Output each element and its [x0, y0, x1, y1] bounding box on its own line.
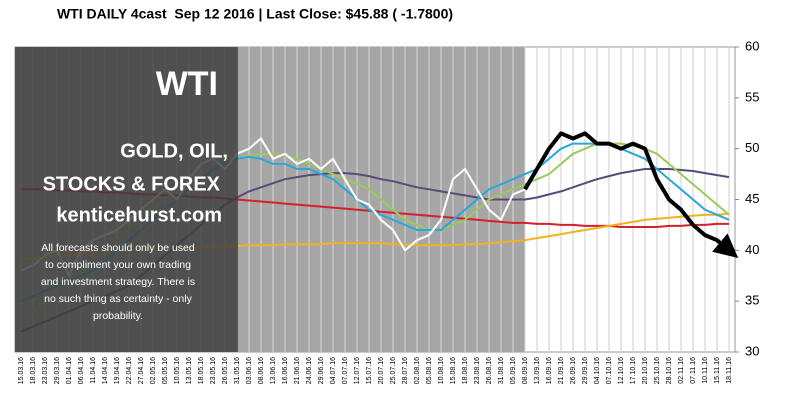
x-tick-label: 29.09.16 — [582, 357, 589, 384]
x-tick-label: 16.09.16 — [546, 357, 553, 384]
x-tick-label: 20.07.16 — [378, 357, 385, 384]
x-tick-label: 02.11.16 — [678, 357, 685, 384]
x-tick-label: 22.04.16 — [126, 357, 133, 384]
x-tick-label: 29.03.16 — [54, 357, 61, 384]
x-tick-label: 15.07.16 — [366, 357, 373, 384]
x-tick-label: 29.06.16 — [318, 357, 325, 384]
x-tick-label: 07.11.16 — [690, 357, 697, 384]
x-tick-label: 15.03.16 — [18, 357, 25, 384]
x-tick-label: 26.08.16 — [486, 357, 493, 384]
x-tick-label: 15.08.16 — [450, 357, 457, 384]
x-tick-label: 21.09.16 — [558, 357, 565, 384]
disclaimer-line: no such thing as certainty - only — [44, 293, 192, 305]
y-tick-label: 60 — [745, 38, 759, 53]
x-tick-label: 23.08.16 — [474, 357, 481, 384]
y-tick-label: 40 — [745, 242, 759, 257]
x-tick-label: 26.09.16 — [570, 357, 577, 384]
x-tick-label: 03.06.16 — [246, 357, 253, 384]
x-tick-label: 15.11.16 — [714, 357, 721, 384]
disclaimer-line: All forecasts should only be used — [41, 242, 195, 254]
x-tick-label: 12.10.16 — [618, 357, 625, 384]
x-tick-label: 13.09.16 — [534, 357, 541, 384]
x-tick-label: 31.05.16 — [234, 357, 241, 384]
x-tick-label: 05.08.16 — [426, 357, 433, 384]
x-tick-label: 31.08.16 — [498, 357, 505, 384]
series-line — [523, 131, 739, 259]
x-tick-label: 04.07.16 — [330, 357, 337, 384]
x-tick-label: 02.08.16 — [414, 357, 421, 384]
x-tick-label: 08.09.16 — [522, 357, 529, 384]
x-tick-label: 05.09.16 — [510, 357, 517, 384]
x-tick-label: 25.10.16 — [654, 357, 661, 384]
x-tick-label: 23.03.16 — [42, 357, 49, 384]
x-tick-label: 21.06.16 — [294, 357, 301, 384]
x-tick-label: 18.05.16 — [198, 357, 205, 384]
x-tick-label: 13.06.16 — [270, 357, 277, 384]
x-tick-label: 11.04.16 — [90, 357, 97, 384]
x-tick-label: 07.07.16 — [342, 357, 349, 384]
x-tick-label: 05.05.16 — [162, 357, 169, 384]
x-tick-label: 01.04.16 — [66, 357, 73, 384]
x-tick-label: 24.06.16 — [306, 357, 313, 384]
y-tick-label: 50 — [745, 140, 759, 155]
x-tick-label: 10.08.16 — [438, 357, 445, 384]
x-tick-label: 10.05.16 — [174, 357, 181, 384]
x-tick-label: 28.10.16 — [666, 357, 673, 384]
overlay-brand: WTI — [156, 65, 218, 103]
x-tick-label: 18.11.16 — [726, 357, 733, 384]
x-tick-label: 26.05.16 — [222, 357, 229, 384]
x-tick-label: 08.06.16 — [258, 357, 265, 384]
y-tick-label: 30 — [745, 343, 759, 358]
x-tick-label: 23.05.16 — [210, 357, 217, 384]
x-tick-label: 28.07.16 — [402, 357, 409, 384]
x-tick-label: 16.06.16 — [282, 357, 289, 384]
x-tick-label: 10.11.16 — [702, 357, 709, 384]
overlay-line: GOLD, OIL, — [120, 140, 228, 162]
x-tick-label: 14.04.16 — [102, 357, 109, 384]
disclaimer-line: to compliment your own trading — [45, 259, 191, 271]
x-tick-label: 25.07.16 — [390, 357, 397, 384]
x-tick-label: 27.04.16 — [138, 357, 145, 384]
x-tick-label: 18.08.16 — [462, 357, 469, 384]
y-tick-label: 45 — [745, 191, 759, 206]
y-tick-label: 55 — [745, 89, 759, 104]
x-tick-label: 02.05.16 — [150, 357, 157, 384]
x-tick-label: 13.05.16 — [186, 357, 193, 384]
x-tick-label: 18.03.16 — [30, 357, 37, 384]
overlay-site: kenticehurst.com — [56, 204, 222, 226]
disclaimer-line: probability. — [93, 310, 143, 322]
overlay-line: STOCKS & FOREX — [43, 173, 221, 195]
x-tick-label: 20.10.16 — [642, 357, 649, 384]
x-tick-label: 07.10.16 — [606, 357, 613, 384]
chart-title: WTI DAILY 4cast Sep 12 2016 | Last Close… — [57, 6, 453, 22]
y-tick-label: 35 — [745, 293, 759, 308]
x-tick-label: 06.04.16 — [78, 357, 85, 384]
disclaimer-line: and investment strategy. There is — [41, 276, 195, 288]
x-tick-label: 04.10.16 — [594, 357, 601, 384]
x-tick-label: 19.04.16 — [114, 357, 121, 384]
x-tick-label: 17.10.16 — [630, 357, 637, 384]
overlay-box — [15, 47, 238, 352]
x-tick-label: 12.07.16 — [354, 357, 361, 384]
